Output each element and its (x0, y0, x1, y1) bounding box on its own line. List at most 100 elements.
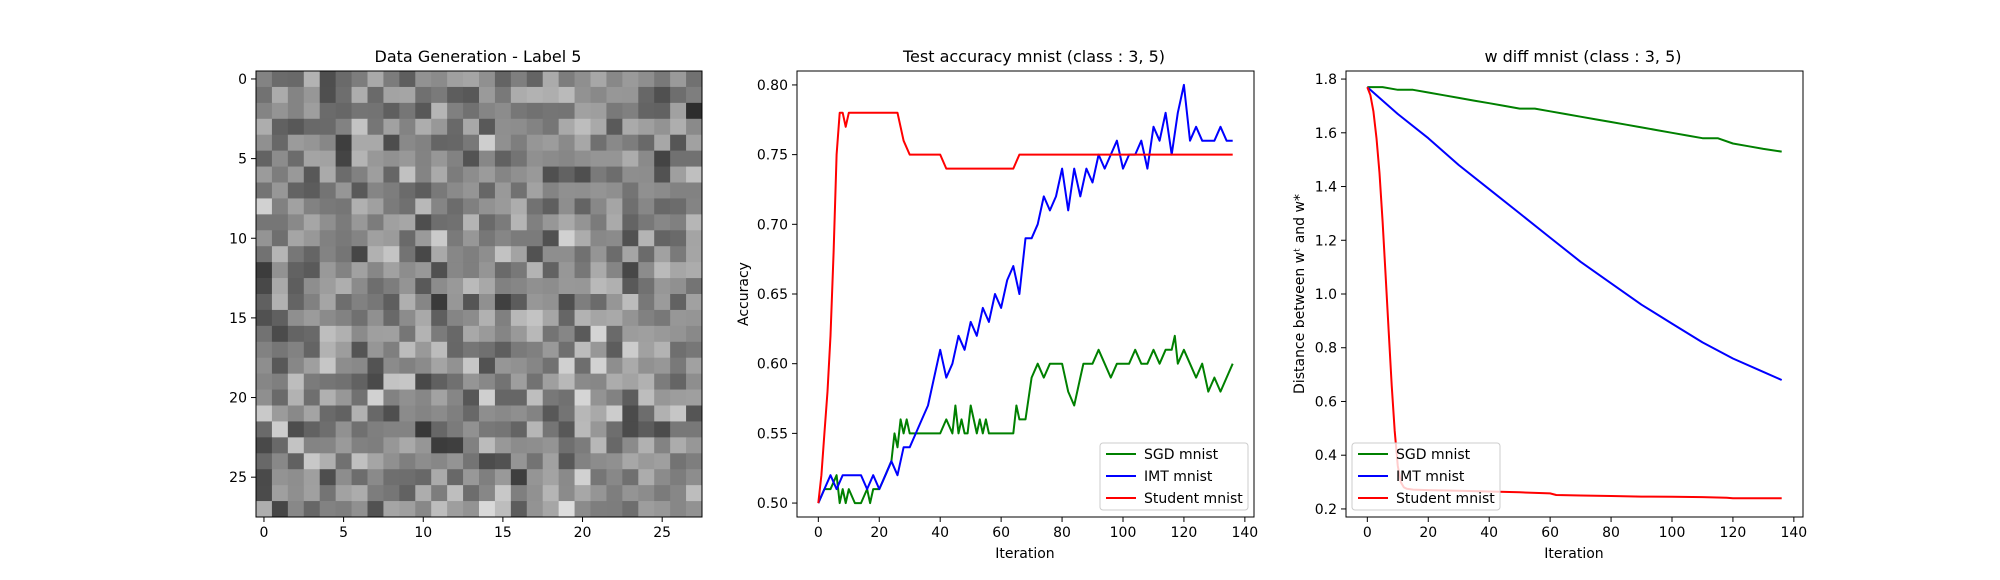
heatmap-cell (415, 198, 432, 215)
heatmap-cell (654, 198, 671, 215)
heatmap-cell (606, 405, 623, 422)
heatmap-cell (479, 246, 496, 263)
accuracy-ytick-label: 0.80 (757, 78, 788, 94)
heatmap-cell (590, 389, 607, 406)
heatmap-cell (319, 309, 337, 327)
heatmap-cell (574, 246, 591, 263)
heatmap-cell (415, 86, 432, 104)
heatmap-cell (303, 501, 321, 518)
heatmap-cell (606, 166, 623, 183)
heatmap-cell (399, 485, 416, 502)
heatmap-cell (494, 437, 512, 454)
heatmap-cell (367, 71, 384, 88)
heatmap-cell (463, 230, 480, 247)
heatmap-cell (654, 341, 671, 359)
heatmap-cell (383, 134, 400, 152)
wdiff-ticks: 0 20 40 60 80 100 120 140 0.2 0.4 0.6 0.8 1.0 1.2 1.4 1… (1315, 72, 1807, 541)
heatmap-cell (670, 469, 687, 486)
heatmap-cell (335, 230, 352, 247)
heatmap-cell (303, 389, 321, 406)
heatmap-cell (590, 71, 607, 88)
heatmap-cell (638, 150, 655, 167)
heatmap-cell (415, 102, 432, 120)
heatmap-cell (638, 166, 655, 183)
heatmap-cell (383, 405, 400, 422)
heatmap-cell (654, 325, 671, 343)
heatmap-cell (447, 309, 464, 327)
heatmap-cell (287, 341, 305, 359)
accuracy-xtick-label: 140 (1231, 525, 1258, 541)
heatmap-cell (510, 150, 528, 167)
heatmap-cell (367, 453, 384, 470)
heatmap-cell (479, 325, 496, 343)
heatmap-cell (351, 102, 368, 120)
heatmap-cell (463, 294, 480, 311)
heatmap-cell (319, 166, 337, 183)
heatmap-cell (367, 278, 384, 295)
accuracy-legend-student-label: Student mnist (1144, 491, 1243, 507)
heatmap-xtick-label: 20 (574, 525, 592, 541)
heatmap-cell (287, 214, 305, 231)
accuracy-ytick-label: 0.65 (757, 287, 788, 303)
heatmap-cell (431, 309, 448, 327)
heatmap-cell (431, 453, 448, 470)
heatmap-cell (574, 485, 591, 502)
heatmap-cell (367, 214, 384, 231)
heatmap-cell (479, 421, 496, 438)
heatmap-cell (526, 150, 544, 167)
heatmap-cell (256, 71, 273, 88)
heatmap-cell (447, 485, 464, 502)
heatmap-cell (447, 262, 464, 279)
heatmap-cell (606, 278, 623, 295)
heatmap-cell (447, 246, 464, 263)
heatmap-cell (686, 198, 703, 215)
heatmap-cell (510, 118, 528, 136)
heatmap-cell (383, 453, 400, 470)
heatmap-cell (542, 86, 560, 104)
heatmap-cell (590, 453, 607, 470)
heatmap-cell (319, 262, 337, 279)
heatmap-cell (431, 389, 448, 406)
heatmap-cell (494, 341, 512, 359)
heatmap-cell (367, 421, 384, 438)
wdiff-ytick-label: 0.8 (1315, 341, 1337, 357)
heatmap-cell (335, 102, 352, 120)
heatmap-cell (383, 278, 400, 295)
heatmap-cell (622, 230, 639, 247)
heatmap-cell (670, 166, 687, 183)
heatmap-cell (463, 118, 480, 136)
heatmap-cell (526, 246, 544, 263)
heatmap-cell (606, 246, 623, 263)
heatmap-cell (654, 214, 671, 231)
heatmap-cell (606, 309, 623, 327)
heatmap-cell (319, 150, 337, 167)
heatmap-cell (638, 198, 655, 215)
heatmap-cell (287, 71, 305, 88)
heatmap-cell (351, 501, 368, 518)
heatmap-cell (670, 214, 687, 231)
heatmap-cell (479, 150, 496, 167)
heatmap-cell (606, 421, 623, 438)
heatmap-cell (431, 341, 448, 359)
heatmap-ytick-label: 15 (229, 311, 247, 327)
heatmap-cell (622, 214, 639, 231)
heatmap-cell (479, 485, 496, 502)
heatmap-cell (606, 182, 623, 199)
heatmap-cell (654, 485, 671, 502)
heatmap-cell (256, 469, 273, 486)
heatmap-cell (399, 182, 416, 199)
heatmap-cell (271, 278, 289, 295)
heatmap-cell (510, 262, 528, 279)
heatmap-cell (367, 485, 384, 502)
heatmap-cell (654, 71, 671, 88)
heatmap-ytick-label: 10 (229, 231, 247, 247)
heatmap-cell (558, 182, 575, 199)
heatmap-cell (670, 262, 687, 279)
heatmap-cell (494, 357, 512, 375)
heatmap-xtick-label: 25 (653, 525, 671, 541)
heatmap-cell (510, 325, 528, 343)
heatmap-cell (431, 421, 448, 438)
heatmap-cell (463, 453, 480, 470)
heatmap-cell (319, 71, 337, 88)
heatmap-cell (686, 278, 703, 295)
